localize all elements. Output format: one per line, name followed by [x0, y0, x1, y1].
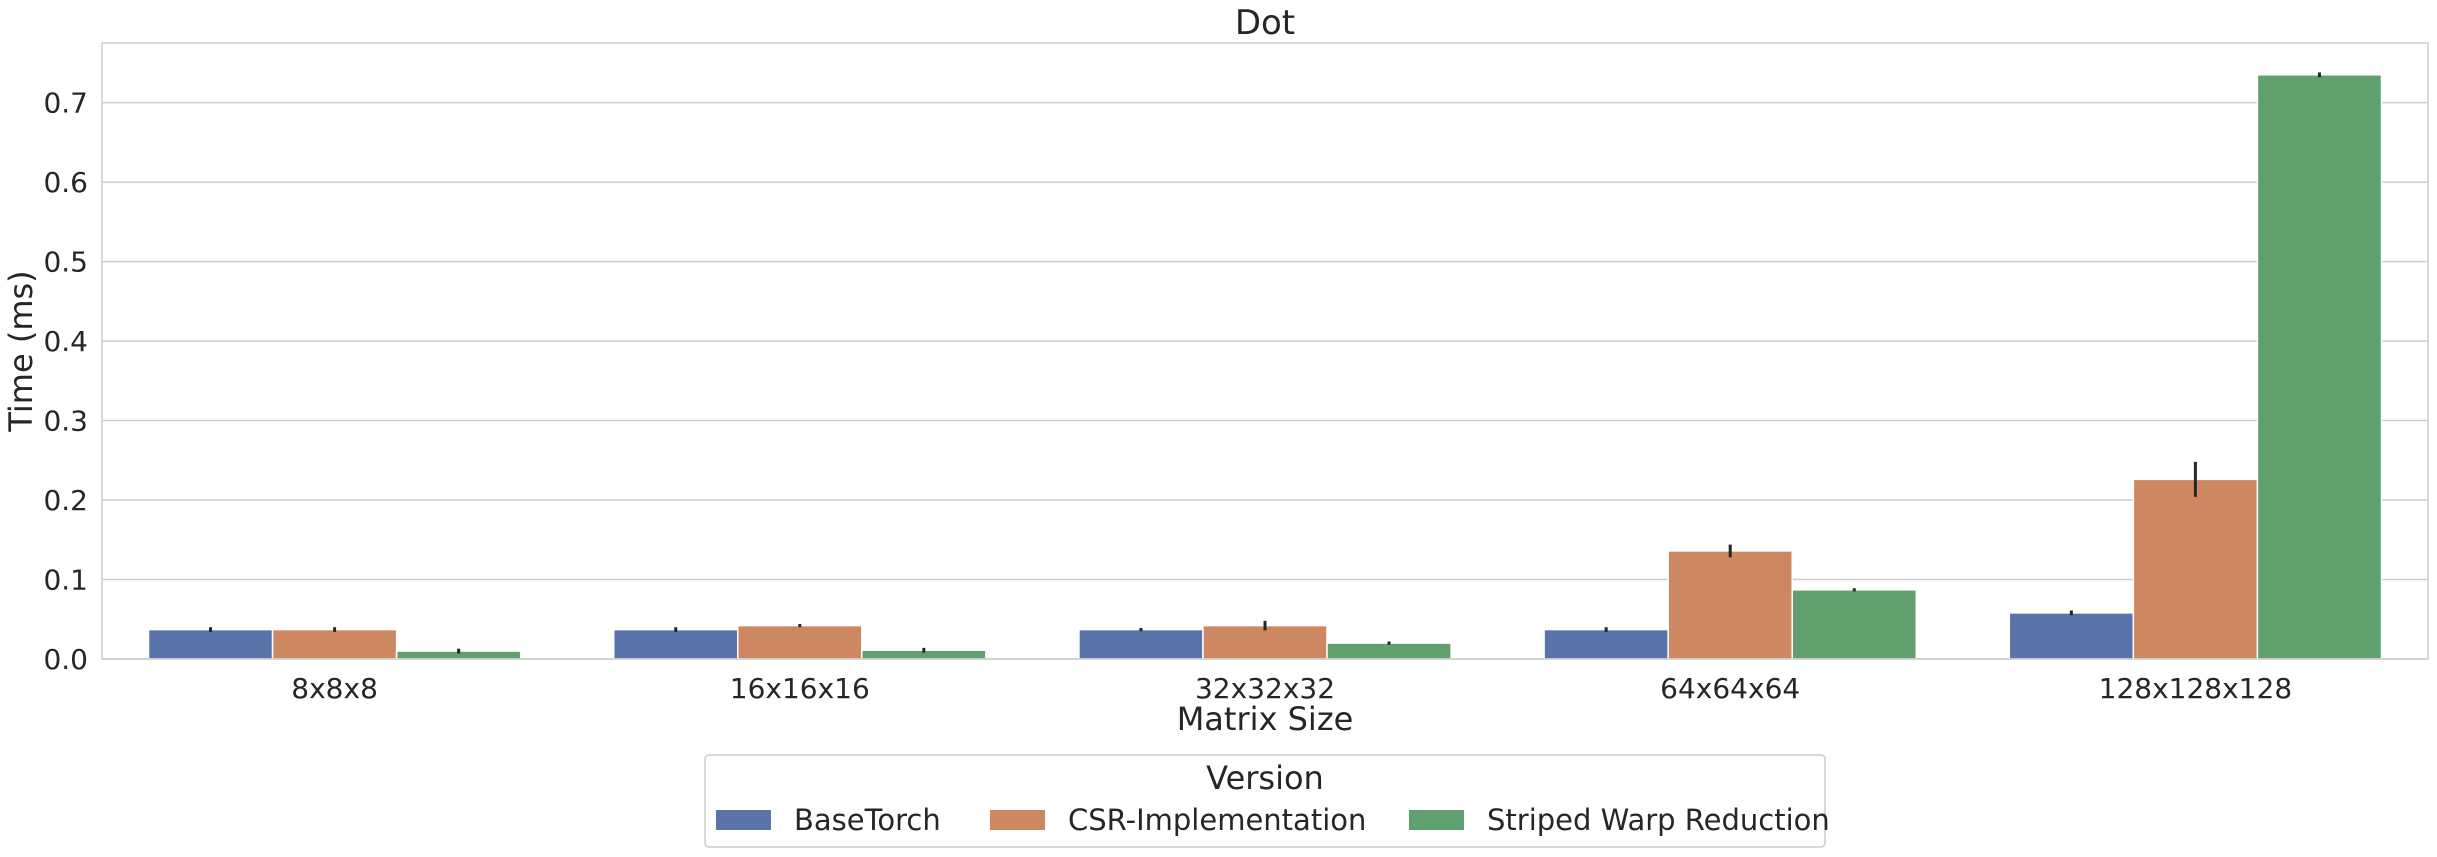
- legend-label-csr-implementation: CSR-Implementation: [1068, 803, 1366, 837]
- x-tick-labels: 8x8x8 16x16x16 32x32x32 64x64x64 128x128x128: [291, 672, 2292, 705]
- plot-frame: [101, 42, 2429, 660]
- legend-title: Version: [1206, 759, 1324, 797]
- bar-basetorch: [1543, 628, 1669, 660]
- error-bars: [209, 72, 2321, 654]
- x-tick-label: 32x32x32: [1195, 672, 1335, 705]
- x-tick-label: 16x16x16: [730, 672, 870, 705]
- legend-swatch-csr-implementation: [990, 810, 1045, 830]
- y-tick-labels: 0.0 0.1 0.2 0.3 0.4 0.5 0.6 0.7: [43, 87, 88, 676]
- y-tick-label: 0.0: [43, 643, 88, 676]
- bar-striped-warp-reduction: [1791, 589, 1918, 660]
- y-tick-label: 0.2: [43, 484, 88, 517]
- y-tick-label: 0.1: [43, 564, 88, 597]
- gridlines: [102, 101, 2428, 660]
- chart-title: Dot: [1235, 3, 1295, 43]
- bar-basetorch: [147, 628, 274, 660]
- bars: [147, 74, 2383, 660]
- bar-basetorch: [2008, 612, 2135, 660]
- legend-label-striped-warp-reduction: Striped Warp Reduction: [1487, 803, 1830, 837]
- x-tick-label: 128x128x128: [2099, 672, 2292, 705]
- y-tick-label: 0.5: [43, 246, 88, 279]
- bar-csr-implementation: [1667, 550, 1793, 660]
- bar-csr-implementation: [271, 628, 398, 660]
- bar-basetorch: [612, 628, 739, 660]
- x-tick-label: 8x8x8: [291, 672, 378, 705]
- y-tick-label: 0.3: [43, 405, 88, 438]
- y-axis-label: Time (ms): [2, 270, 40, 432]
- y-tick-label: 0.7: [43, 87, 88, 120]
- legend: Version BaseTorch CSR-Implementation Strip…: [704, 754, 1830, 848]
- legend-items: BaseTorch CSR-Implementation Striped Warp …: [716, 803, 1830, 837]
- bar-striped-warp-reduction: [2256, 74, 2383, 660]
- y-tick-label: 0.4: [43, 325, 88, 358]
- x-tick-label: 64x64x64: [1660, 672, 1800, 705]
- bar-csr-implementation: [1202, 624, 1328, 660]
- bar-csr-implementation: [737, 624, 863, 660]
- bar-striped-warp-reduction: [1326, 642, 1452, 660]
- bar-basetorch: [1078, 628, 1204, 660]
- legend-label-basetorch: BaseTorch: [794, 803, 941, 837]
- bar-csr-implementation: [2132, 478, 2259, 660]
- legend-swatch-basetorch: [716, 810, 771, 830]
- legend-swatch-striped-warp-reduction: [1409, 810, 1464, 830]
- x-axis-label: Matrix Size: [1177, 700, 1354, 738]
- y-tick-label: 0.6: [43, 166, 88, 199]
- legend-box: [704, 754, 1826, 848]
